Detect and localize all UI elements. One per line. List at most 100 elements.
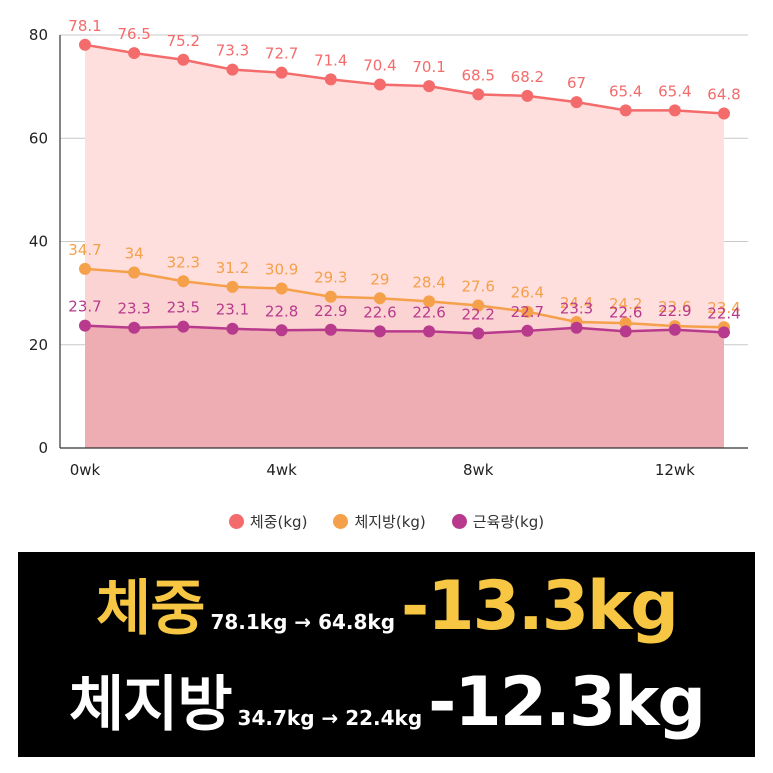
data-point[interactable] bbox=[472, 299, 485, 312]
weight-summary-detail: 78.1kg → 64.8kg bbox=[210, 610, 396, 634]
data-point[interactable] bbox=[521, 305, 534, 318]
data-label: 23.6 bbox=[658, 298, 691, 316]
data-label: 65.4 bbox=[658, 82, 691, 100]
data-label: 23.7 bbox=[68, 298, 101, 316]
data-label: 73.3 bbox=[216, 42, 249, 60]
fat-summary-detail: 34.7kg → 22.4kg bbox=[237, 706, 423, 730]
x-tick-label: 12wk bbox=[655, 461, 695, 479]
data-label: 34 bbox=[125, 244, 144, 262]
data-label: 27.6 bbox=[462, 278, 495, 296]
y-tick-label: 40 bbox=[29, 233, 48, 251]
legend-label-weight: 체중(kg) bbox=[249, 512, 308, 531]
data-label: 67 bbox=[567, 74, 586, 92]
data-label: 29 bbox=[370, 270, 389, 288]
legend-item-weight[interactable]: 체중(kg) bbox=[228, 511, 308, 532]
data-label: 68.5 bbox=[462, 66, 495, 84]
line-series-0 bbox=[84, 43, 725, 115]
y-tick-label: 0 bbox=[38, 439, 48, 457]
legend-item-fat[interactable]: 체지방(kg) bbox=[333, 511, 426, 532]
data-label: 22.8 bbox=[265, 302, 298, 320]
data-point[interactable] bbox=[226, 280, 239, 293]
legend-label-muscle: 근육량(kg) bbox=[472, 512, 545, 531]
data-label: 22.2 bbox=[462, 305, 495, 323]
data-label: 64.8 bbox=[707, 85, 740, 103]
series-lines bbox=[84, 43, 725, 335]
data-point[interactable] bbox=[570, 321, 583, 334]
data-label: 75.2 bbox=[167, 32, 200, 50]
x-tick-label: 0wk bbox=[70, 461, 101, 479]
x-axis-ticks: 0wk 4wk 8wk 12wk bbox=[70, 461, 695, 479]
data-point[interactable] bbox=[275, 66, 288, 79]
data-label: 71.4 bbox=[314, 51, 347, 69]
data-point[interactable] bbox=[128, 321, 141, 334]
data-point[interactable] bbox=[668, 104, 681, 117]
data-point[interactable] bbox=[472, 88, 485, 101]
y-tick-label: 60 bbox=[29, 129, 48, 147]
data-label: 65.4 bbox=[609, 82, 642, 100]
y-tick-label: 20 bbox=[29, 336, 48, 354]
data-point[interactable] bbox=[619, 104, 632, 117]
data-point[interactable] bbox=[177, 320, 190, 333]
data-point[interactable] bbox=[128, 266, 141, 279]
data-label: 32.3 bbox=[167, 253, 200, 271]
legend-swatch-muscle bbox=[451, 513, 467, 529]
data-point[interactable] bbox=[619, 317, 632, 330]
data-point[interactable] bbox=[373, 292, 386, 305]
series-points bbox=[79, 38, 730, 340]
line-chart: 78.1 76.5 75.2 73.3 72.7 71.4 70.4 70.1 68.5 68.2… bbox=[29, 17, 748, 479]
data-point[interactable] bbox=[718, 326, 730, 339]
data-point[interactable] bbox=[423, 325, 436, 338]
data-label: 31.2 bbox=[216, 259, 249, 277]
data-point[interactable] bbox=[472, 327, 485, 340]
x-tick-label: 8wk bbox=[463, 461, 494, 479]
data-label: 30.9 bbox=[265, 260, 298, 278]
data-point[interactable] bbox=[324, 290, 337, 303]
data-point[interactable] bbox=[79, 262, 91, 275]
data-label: 23.4 bbox=[707, 299, 740, 317]
y-axis-ticks: 0 20 40 60 80 bbox=[29, 26, 48, 457]
data-label: 23.3 bbox=[560, 300, 593, 318]
data-label: 76.5 bbox=[117, 25, 150, 43]
data-point[interactable] bbox=[275, 324, 288, 337]
data-point[interactable] bbox=[423, 80, 436, 93]
weight-summary-label: 체중 bbox=[96, 574, 205, 644]
data-point[interactable] bbox=[324, 323, 337, 336]
data-point[interactable] bbox=[177, 275, 190, 288]
data-label: 22.6 bbox=[609, 303, 642, 321]
data-point[interactable] bbox=[79, 319, 91, 332]
data-point[interactable] bbox=[373, 325, 386, 338]
data-label: 24.2 bbox=[609, 295, 642, 313]
data-label: 26.4 bbox=[511, 284, 544, 302]
data-label: 72.7 bbox=[265, 45, 298, 63]
data-label: 22.6 bbox=[412, 303, 445, 321]
data-point[interactable] bbox=[668, 323, 681, 336]
summary-banner: 체중 78.1kg → 64.8kg -13.3kg 체지방 34.7kg → … bbox=[18, 552, 755, 757]
y-tick-label: 80 bbox=[29, 26, 48, 44]
data-point[interactable] bbox=[177, 53, 190, 66]
line-series-2 bbox=[84, 324, 725, 335]
data-point[interactable] bbox=[521, 324, 534, 337]
data-point[interactable] bbox=[373, 78, 386, 91]
data-label: 29.3 bbox=[314, 269, 347, 287]
data-point[interactable] bbox=[423, 295, 436, 308]
data-label: 78.1 bbox=[68, 17, 101, 35]
legend-swatch-fat bbox=[333, 513, 349, 529]
data-label: 23.3 bbox=[117, 300, 150, 318]
data-point[interactable] bbox=[226, 322, 239, 335]
data-point[interactable] bbox=[226, 63, 239, 76]
weight-summary-row: 체중 78.1kg → 64.8kg -13.3kg bbox=[18, 560, 755, 647]
data-point[interactable] bbox=[619, 325, 632, 338]
legend-item-muscle[interactable]: 근육량(kg) bbox=[451, 511, 545, 532]
data-point[interactable] bbox=[128, 47, 141, 60]
data-point[interactable] bbox=[521, 89, 534, 102]
data-point[interactable] bbox=[718, 107, 730, 120]
data-point[interactable] bbox=[324, 73, 337, 86]
data-label: 22.6 bbox=[363, 303, 396, 321]
data-point[interactable] bbox=[275, 282, 288, 295]
data-label: 70.4 bbox=[363, 57, 396, 75]
data-label: 22.9 bbox=[314, 302, 347, 320]
data-point[interactable] bbox=[79, 38, 91, 51]
data-label: 28.4 bbox=[412, 273, 445, 291]
data-point[interactable] bbox=[570, 96, 583, 109]
line-series-1 bbox=[84, 267, 725, 329]
